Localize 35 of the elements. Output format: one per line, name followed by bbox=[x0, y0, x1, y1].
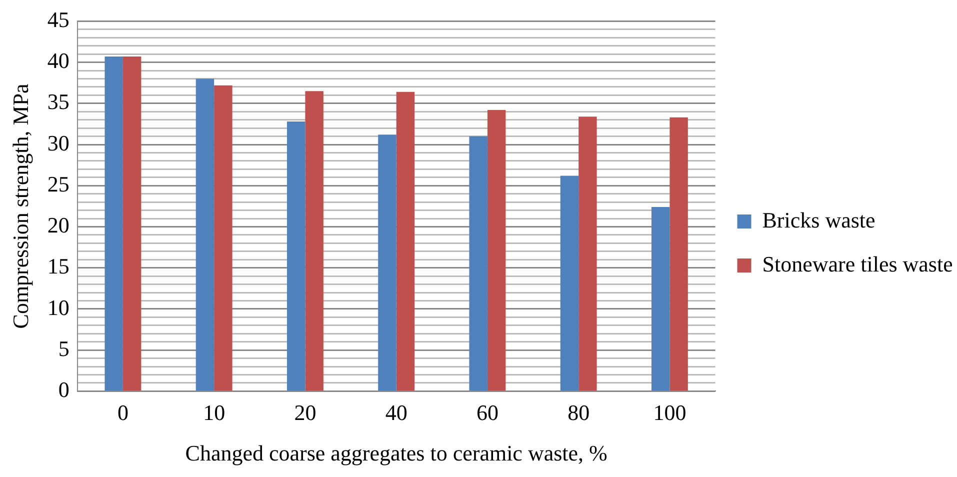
x-tick-label: 40 bbox=[385, 400, 408, 426]
y-tick-label: 5 bbox=[58, 336, 70, 361]
bar bbox=[286, 122, 306, 390]
y-tick-label: 15 bbox=[47, 254, 70, 279]
bar bbox=[469, 136, 488, 390]
bar bbox=[670, 117, 688, 390]
x-tick-label: 0 bbox=[117, 400, 128, 426]
bar bbox=[196, 78, 214, 390]
y-tick-label: 35 bbox=[47, 89, 70, 114]
bar bbox=[214, 85, 232, 390]
bar bbox=[122, 56, 142, 390]
x-tick-label: 100 bbox=[653, 400, 686, 426]
y-tick-label: 40 bbox=[47, 48, 70, 74]
bar bbox=[560, 176, 579, 390]
y-tick-label: 10 bbox=[47, 294, 70, 320]
x-tick-label: 20 bbox=[294, 400, 316, 426]
legend-label: Stoneware tiles waste bbox=[762, 251, 953, 276]
x-tick-label: 10 bbox=[203, 400, 226, 426]
bar bbox=[578, 116, 597, 390]
bar bbox=[305, 91, 324, 390]
y-tick-label: 25 bbox=[47, 171, 70, 196]
bar bbox=[396, 92, 415, 390]
x-axis-title: Changed coarse aggregates to ceramic waste, % bbox=[185, 440, 608, 466]
y-tick-label: 30 bbox=[47, 130, 70, 156]
y-tick-label: 0 bbox=[58, 376, 70, 402]
bar bbox=[378, 134, 396, 390]
legend-label: Bricks waste bbox=[762, 207, 876, 232]
y-tick-label: 45 bbox=[47, 6, 70, 32]
x-tick-label: 80 bbox=[568, 400, 590, 426]
x-tick-label: 60 bbox=[476, 400, 498, 426]
y-axis-title: Compression strength, MPa bbox=[8, 83, 33, 329]
bar bbox=[651, 207, 670, 390]
y-tick-label: 20 bbox=[47, 212, 70, 238]
bar bbox=[487, 110, 506, 390]
bar bbox=[104, 56, 123, 390]
